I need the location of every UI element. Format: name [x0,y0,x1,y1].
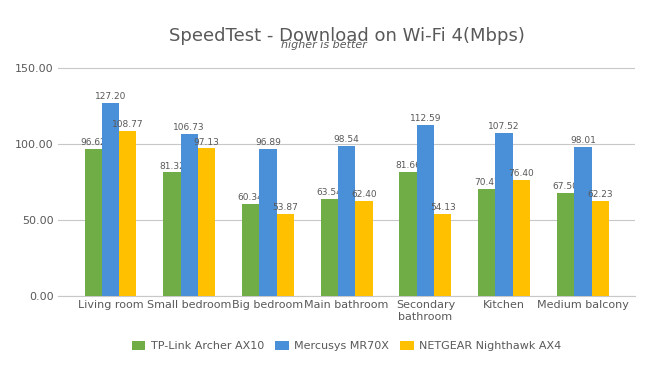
Text: 98.01: 98.01 [570,136,596,145]
Legend: TP-Link Archer AX10, Mercusys MR70X, NETGEAR Nighthawk AX4: TP-Link Archer AX10, Mercusys MR70X, NET… [128,337,566,356]
Title: SpeedTest - Download on Wi-Fi 4(Mbps): SpeedTest - Download on Wi-Fi 4(Mbps) [168,27,525,45]
Bar [513,180,530,296]
Text: 62.40: 62.40 [351,190,376,199]
Text: 96.62: 96.62 [80,138,106,147]
Bar [399,172,417,296]
Bar [242,204,259,296]
Text: 107.52: 107.52 [489,122,520,131]
Text: 60.34: 60.34 [238,193,264,202]
Text: 98.54: 98.54 [334,135,360,144]
Bar [198,148,215,296]
Text: 97.13: 97.13 [194,138,220,147]
Bar [355,201,373,296]
Bar [592,201,609,296]
Bar [277,214,294,296]
Bar [338,146,355,296]
Text: 108.77: 108.77 [112,120,144,129]
Bar [119,131,137,296]
Bar [478,189,496,296]
Bar [417,125,434,296]
Bar [102,103,119,296]
Bar [496,133,513,296]
Bar [163,172,181,296]
Bar [574,147,592,296]
Text: 54.13: 54.13 [430,203,456,212]
Bar [84,149,102,296]
Text: 112.59: 112.59 [410,114,441,123]
Bar [321,199,338,296]
Text: 81.66: 81.66 [395,161,421,170]
Text: 81.32: 81.32 [159,161,185,171]
Text: 76.40: 76.40 [509,169,535,178]
Text: 106.73: 106.73 [174,123,205,132]
Bar [434,213,452,296]
Text: 63.54: 63.54 [316,188,342,197]
Bar [181,134,198,296]
Text: 96.89: 96.89 [255,138,281,147]
Text: 62.23: 62.23 [587,191,613,199]
Text: 70.47: 70.47 [474,178,500,187]
Text: 67.50: 67.50 [553,182,579,191]
Text: 127.20: 127.20 [95,92,126,101]
Bar [259,149,277,296]
Text: higher is better: higher is better [281,40,367,50]
Bar [557,193,574,296]
Text: 53.87: 53.87 [272,203,298,212]
